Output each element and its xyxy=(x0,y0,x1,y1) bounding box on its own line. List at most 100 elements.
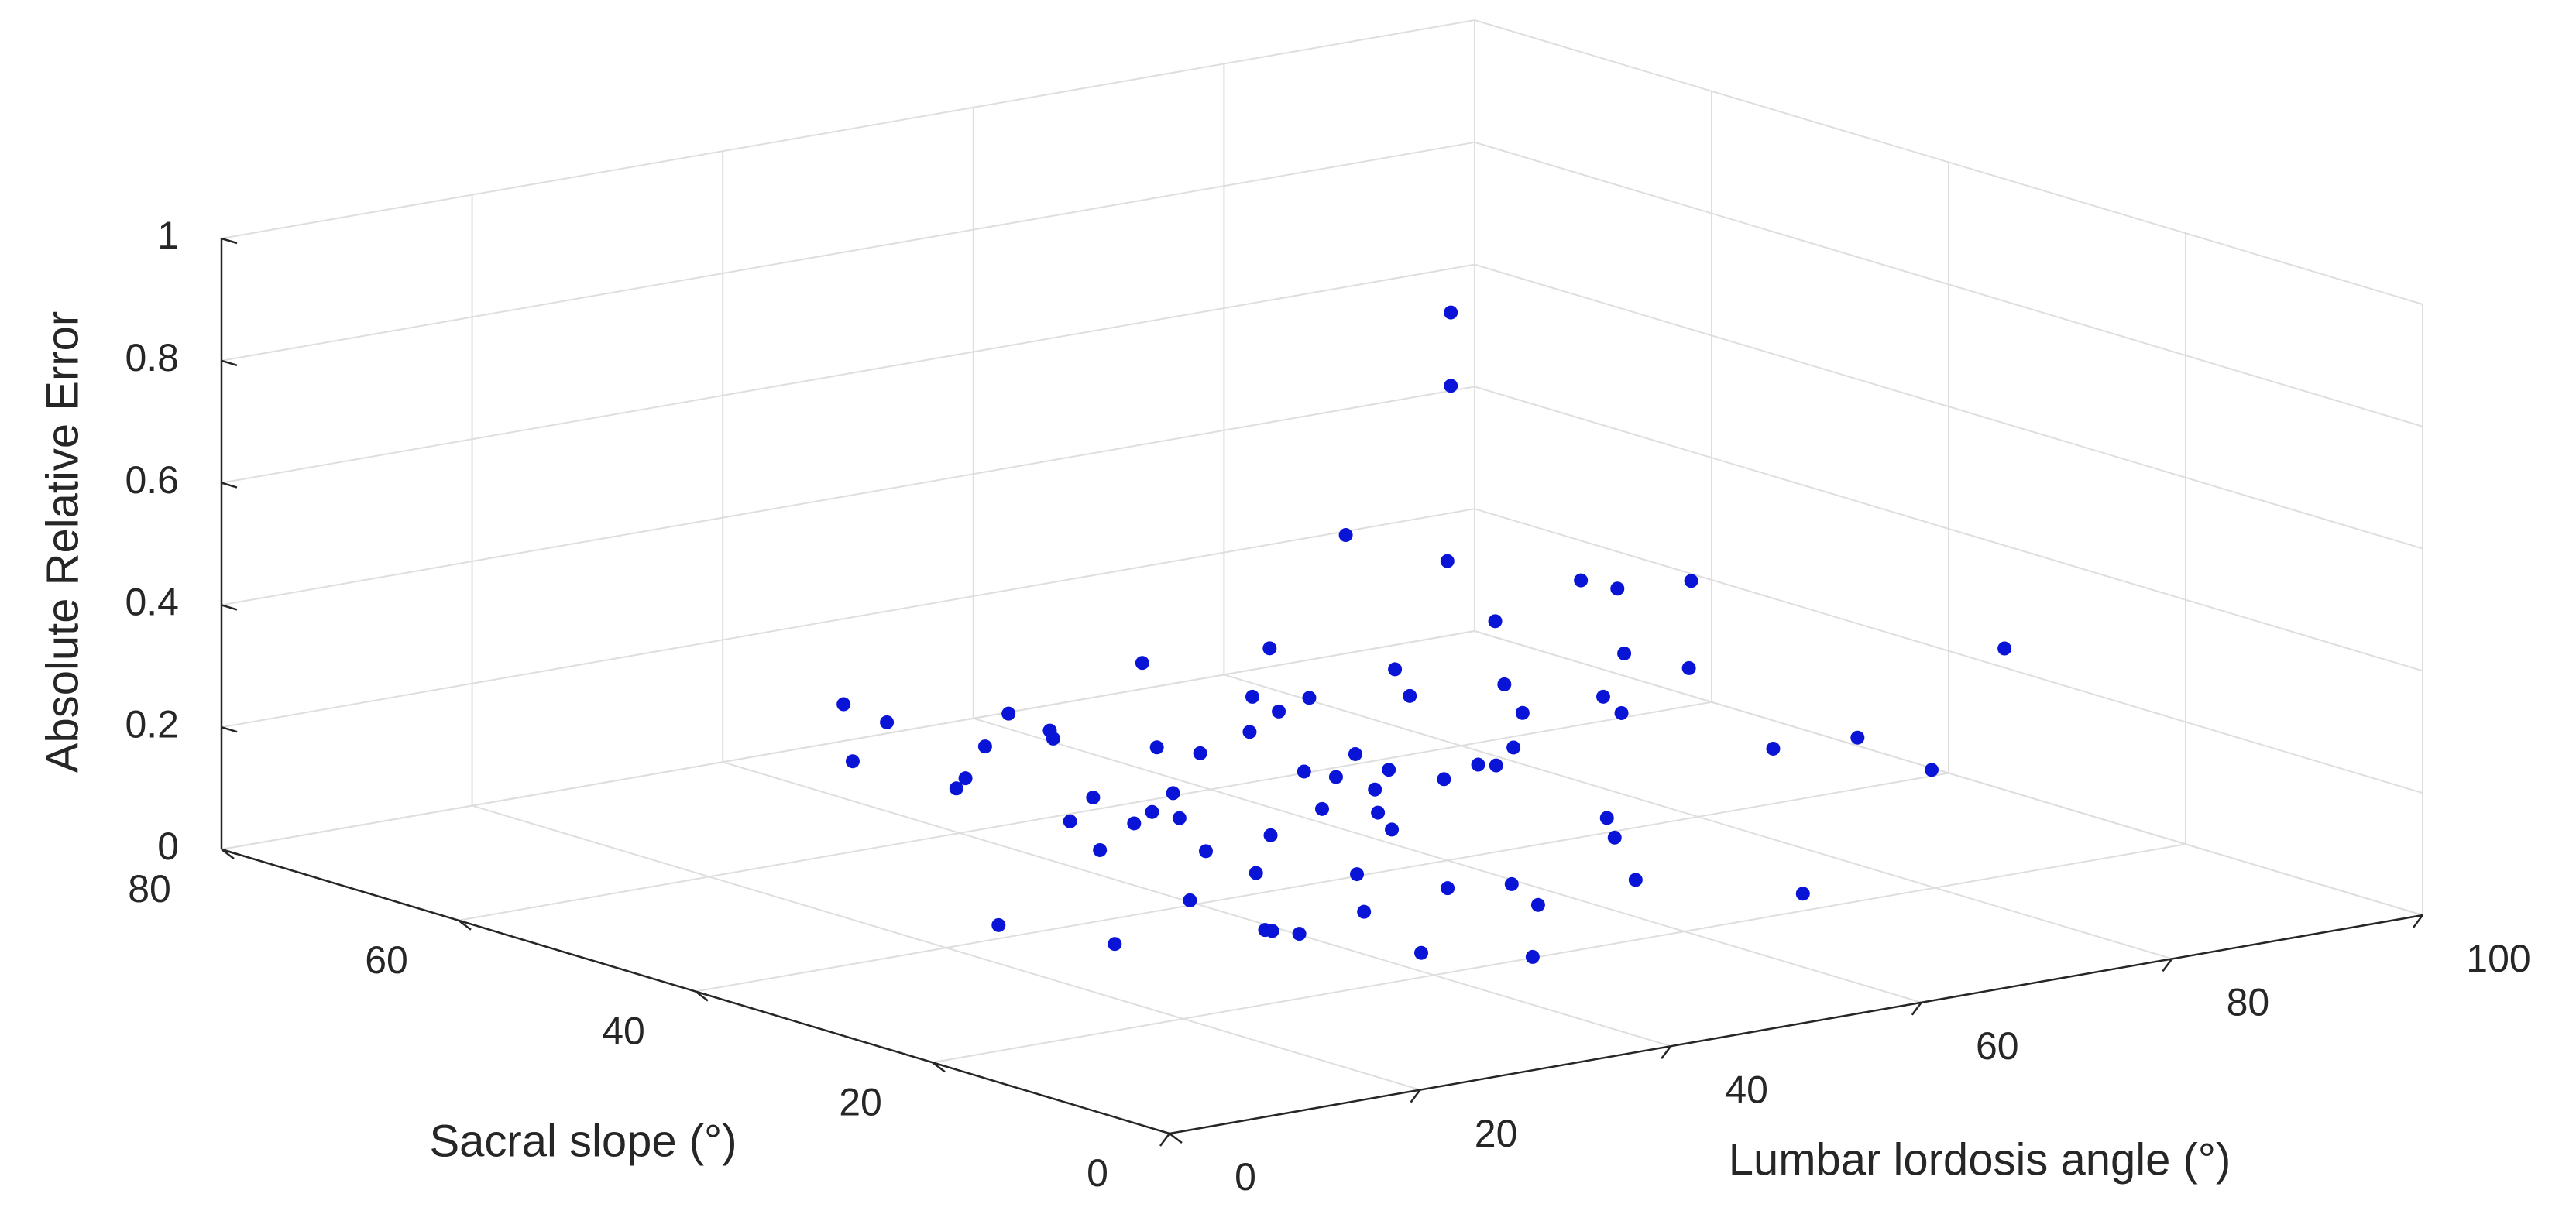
point xyxy=(1515,705,1530,720)
z-tick-label: 0.4 xyxy=(125,581,179,624)
point xyxy=(1437,772,1451,787)
point xyxy=(1108,937,1122,952)
point xyxy=(1348,746,1362,761)
point xyxy=(880,715,895,729)
x-axis xyxy=(1169,914,2423,1135)
x-tick-label: 0 xyxy=(1235,1155,1256,1199)
point xyxy=(1525,949,1540,964)
point xyxy=(1292,927,1307,941)
point xyxy=(958,771,973,786)
x-tick xyxy=(1410,1089,1421,1103)
point xyxy=(1489,758,1503,773)
point xyxy=(1166,786,1180,801)
point xyxy=(1997,641,2012,656)
point xyxy=(1145,804,1159,819)
y-tick-label: 0 xyxy=(1087,1151,1108,1195)
z-tick xyxy=(221,359,238,366)
y-tick-label: 80 xyxy=(128,867,171,911)
grid-line xyxy=(1474,19,2423,305)
grid-line xyxy=(1474,630,2423,916)
grid-line xyxy=(1474,386,2423,672)
point xyxy=(1388,662,1403,677)
point xyxy=(1440,554,1455,568)
grid-line xyxy=(221,386,1475,606)
point xyxy=(1610,581,1625,596)
grid-line xyxy=(458,701,1712,921)
y-axis-label: Sacral slope (°) xyxy=(429,1116,737,1166)
point xyxy=(1063,814,1077,828)
x-axis-label: Lumbar lordosis angle (°) xyxy=(1729,1134,2231,1185)
point xyxy=(1766,741,1781,756)
point xyxy=(1093,842,1108,857)
point xyxy=(1328,770,1343,784)
point xyxy=(836,697,851,712)
point xyxy=(1042,723,1057,738)
z-tick xyxy=(221,604,238,611)
y-tick xyxy=(932,1062,946,1073)
x-tick-label: 100 xyxy=(2466,937,2530,980)
point xyxy=(1403,688,1417,703)
point xyxy=(1497,677,1512,691)
point xyxy=(1607,830,1622,845)
point xyxy=(1414,945,1429,960)
y-tick xyxy=(695,990,709,1002)
point xyxy=(1371,805,1386,820)
x-tick-label: 60 xyxy=(1976,1024,2019,1068)
z-tick xyxy=(221,848,238,856)
point xyxy=(845,754,860,769)
z-tick xyxy=(221,482,238,489)
point xyxy=(1302,691,1317,705)
point xyxy=(1265,924,1279,938)
point xyxy=(1850,730,1865,745)
x-tick xyxy=(1661,1045,1672,1059)
point xyxy=(1504,876,1519,891)
grid-line xyxy=(1474,508,2423,794)
point xyxy=(1193,746,1207,760)
point xyxy=(1172,811,1187,825)
z-tick-label: 0.6 xyxy=(125,458,179,502)
z-tick xyxy=(221,237,238,245)
point xyxy=(1795,887,1810,901)
point xyxy=(1135,656,1149,671)
point xyxy=(1001,706,1016,721)
grid-line xyxy=(695,772,1949,993)
point xyxy=(1385,822,1400,837)
point xyxy=(949,781,963,796)
point xyxy=(1127,816,1142,831)
point xyxy=(1488,614,1503,629)
grid-line xyxy=(1474,263,2423,550)
z-tick-label: 0 xyxy=(157,825,179,868)
x-tick-label: 80 xyxy=(2227,981,2270,1024)
y-tick-label: 40 xyxy=(602,1010,645,1053)
point xyxy=(1681,660,1696,675)
point xyxy=(1263,828,1278,842)
point xyxy=(1444,305,1458,320)
point xyxy=(1599,811,1614,825)
point xyxy=(1297,764,1311,779)
point xyxy=(1338,528,1353,543)
point xyxy=(1183,893,1197,907)
z-tick xyxy=(221,726,238,733)
point xyxy=(1249,866,1263,880)
z-axis-label: Absolute Relative Error xyxy=(37,311,88,773)
point xyxy=(1350,867,1365,882)
grid-line xyxy=(221,508,1475,729)
grid-line xyxy=(221,630,1475,850)
point xyxy=(1614,705,1629,720)
y-tick xyxy=(458,919,472,931)
grid-line xyxy=(1474,141,2423,427)
point xyxy=(1506,740,1521,755)
y-tick-label: 20 xyxy=(839,1080,882,1123)
point xyxy=(1315,801,1329,816)
point xyxy=(1925,763,1939,777)
grid-line xyxy=(221,263,1475,484)
point xyxy=(991,917,1006,932)
point xyxy=(1617,646,1632,660)
y-tick-label: 60 xyxy=(365,938,408,982)
point xyxy=(1198,844,1213,859)
point xyxy=(1530,897,1545,912)
point xyxy=(1574,573,1589,588)
x-tick-label: 20 xyxy=(1475,1112,1518,1155)
point xyxy=(1368,782,1382,797)
